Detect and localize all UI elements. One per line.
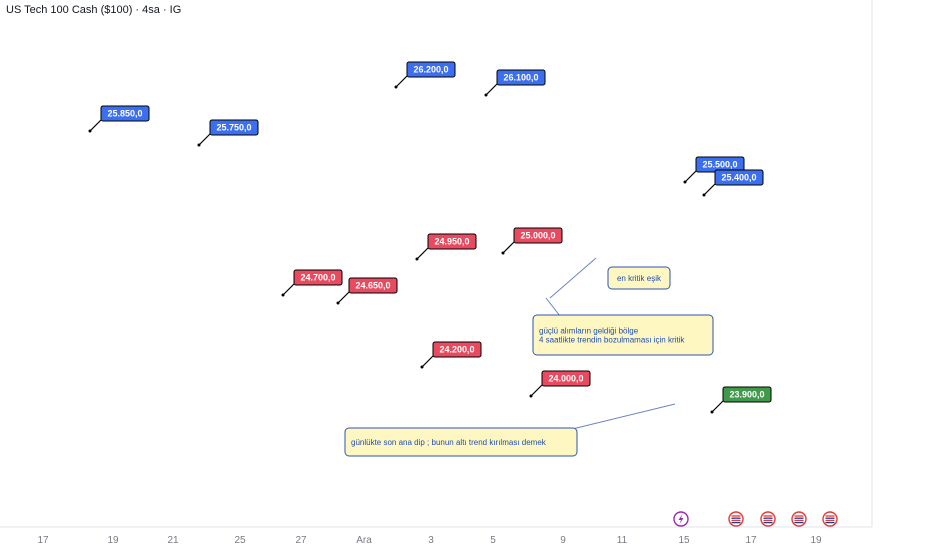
x-tick-label: 25 — [234, 535, 246, 546]
price-callout[interactable] — [541, 370, 591, 387]
chart-title: US Tech 100 Cash ($100) · 4sa · IG — [6, 4, 182, 16]
price-callout-text: 26.200,0 — [413, 65, 448, 75]
label-pointer — [198, 133, 211, 146]
x-tick-label: 27 — [295, 535, 307, 546]
label-anchor-dot — [484, 93, 488, 97]
price-callout-text: 24.200,0 — [439, 345, 474, 355]
label-anchor-dot — [501, 251, 505, 255]
label-pointer — [337, 291, 350, 304]
flash-glyph — [678, 514, 684, 524]
label-pointer — [502, 241, 515, 254]
label-anchor-dot — [415, 257, 419, 261]
annotation-pointer — [545, 297, 561, 317]
price-callout[interactable] — [714, 169, 764, 186]
price-callout-text: 24.950,0 — [434, 237, 469, 247]
label-anchor-dot — [88, 129, 92, 133]
price-callout-text: 24.700,0 — [300, 273, 335, 283]
price-callout[interactable] — [100, 105, 150, 122]
x-tick-label: 3 — [428, 535, 434, 546]
annotation-text: en kritik eşik — [617, 274, 662, 283]
price-callout-text: 24.650,0 — [355, 281, 390, 291]
label-anchor-dot — [394, 85, 398, 89]
label-anchor-dot — [702, 193, 706, 197]
price-callout[interactable] — [209, 119, 259, 136]
price-callout-text: 25.500,0 — [702, 160, 737, 170]
flag-icon[interactable] — [822, 511, 838, 527]
annotation-pointer — [549, 257, 597, 299]
label-anchor-dot — [420, 365, 424, 369]
label-pointer — [485, 83, 498, 96]
label-pointer — [89, 119, 102, 132]
price-callout[interactable] — [513, 227, 563, 244]
label-pointer — [703, 183, 716, 196]
label-anchor-dot — [710, 410, 714, 414]
x-tick-label: Ara — [356, 535, 372, 546]
price-callout-text: 23.900,0 — [729, 390, 764, 400]
x-tick-label: 9 — [560, 535, 566, 546]
x-tick-label: 19 — [107, 535, 119, 546]
price-callout[interactable] — [348, 277, 398, 294]
flag-icon[interactable] — [760, 511, 776, 527]
label-pointer — [684, 170, 697, 183]
label-anchor-dot — [281, 293, 285, 297]
price-callout-text: 25.750,0 — [216, 123, 251, 133]
price-callout[interactable] — [293, 269, 343, 286]
price-callout-text: 25.400,0 — [721, 173, 756, 183]
annotation-box[interactable] — [532, 314, 714, 356]
price-callout[interactable] — [427, 233, 477, 250]
label-pointer — [282, 283, 295, 296]
price-callout-text: 25.000,0 — [520, 231, 555, 241]
x-tick-label: 17 — [745, 535, 757, 546]
x-tick-label: 19 — [810, 535, 822, 546]
annotation-pointer — [559, 403, 676, 433]
annotation-box[interactable] — [344, 427, 578, 457]
annotation-text: güçlü alımların geldiği bölge — [539, 327, 639, 336]
x-tick-label: 11 — [617, 535, 628, 546]
label-pointer — [416, 247, 429, 260]
label-pointer — [530, 384, 543, 397]
x-tick-label: 17 — [37, 535, 49, 546]
label-pointer — [421, 355, 434, 368]
price-callout[interactable] — [496, 69, 546, 86]
price-callout[interactable] — [432, 341, 482, 358]
x-tick-label: 21 — [167, 535, 179, 546]
annotation-text: günlükte son ana dip ; bunun altı trend … — [351, 438, 547, 447]
label-pointer — [711, 400, 724, 413]
label-anchor-dot — [683, 180, 687, 184]
label-anchor-dot — [529, 394, 533, 398]
price-callout-text: 26.100,0 — [503, 73, 538, 83]
annotation-text: 4 saatlikte trendin bozulmaması için kri… — [539, 336, 685, 345]
label-pointer — [395, 75, 408, 88]
label-anchor-dot — [197, 143, 201, 147]
price-callout-text: 24.000,0 — [548, 374, 583, 384]
price-callout[interactable] — [722, 386, 772, 403]
flag-icon[interactable] — [791, 511, 807, 527]
x-tick-label: 15 — [678, 535, 690, 546]
price-callout[interactable] — [406, 61, 456, 78]
flag-icon[interactable] — [728, 511, 744, 527]
x-tick-label: 5 — [490, 535, 496, 546]
label-anchor-dot — [336, 301, 340, 305]
annotation-box[interactable] — [607, 266, 671, 290]
price-callout-text: 25.850,0 — [107, 109, 142, 119]
